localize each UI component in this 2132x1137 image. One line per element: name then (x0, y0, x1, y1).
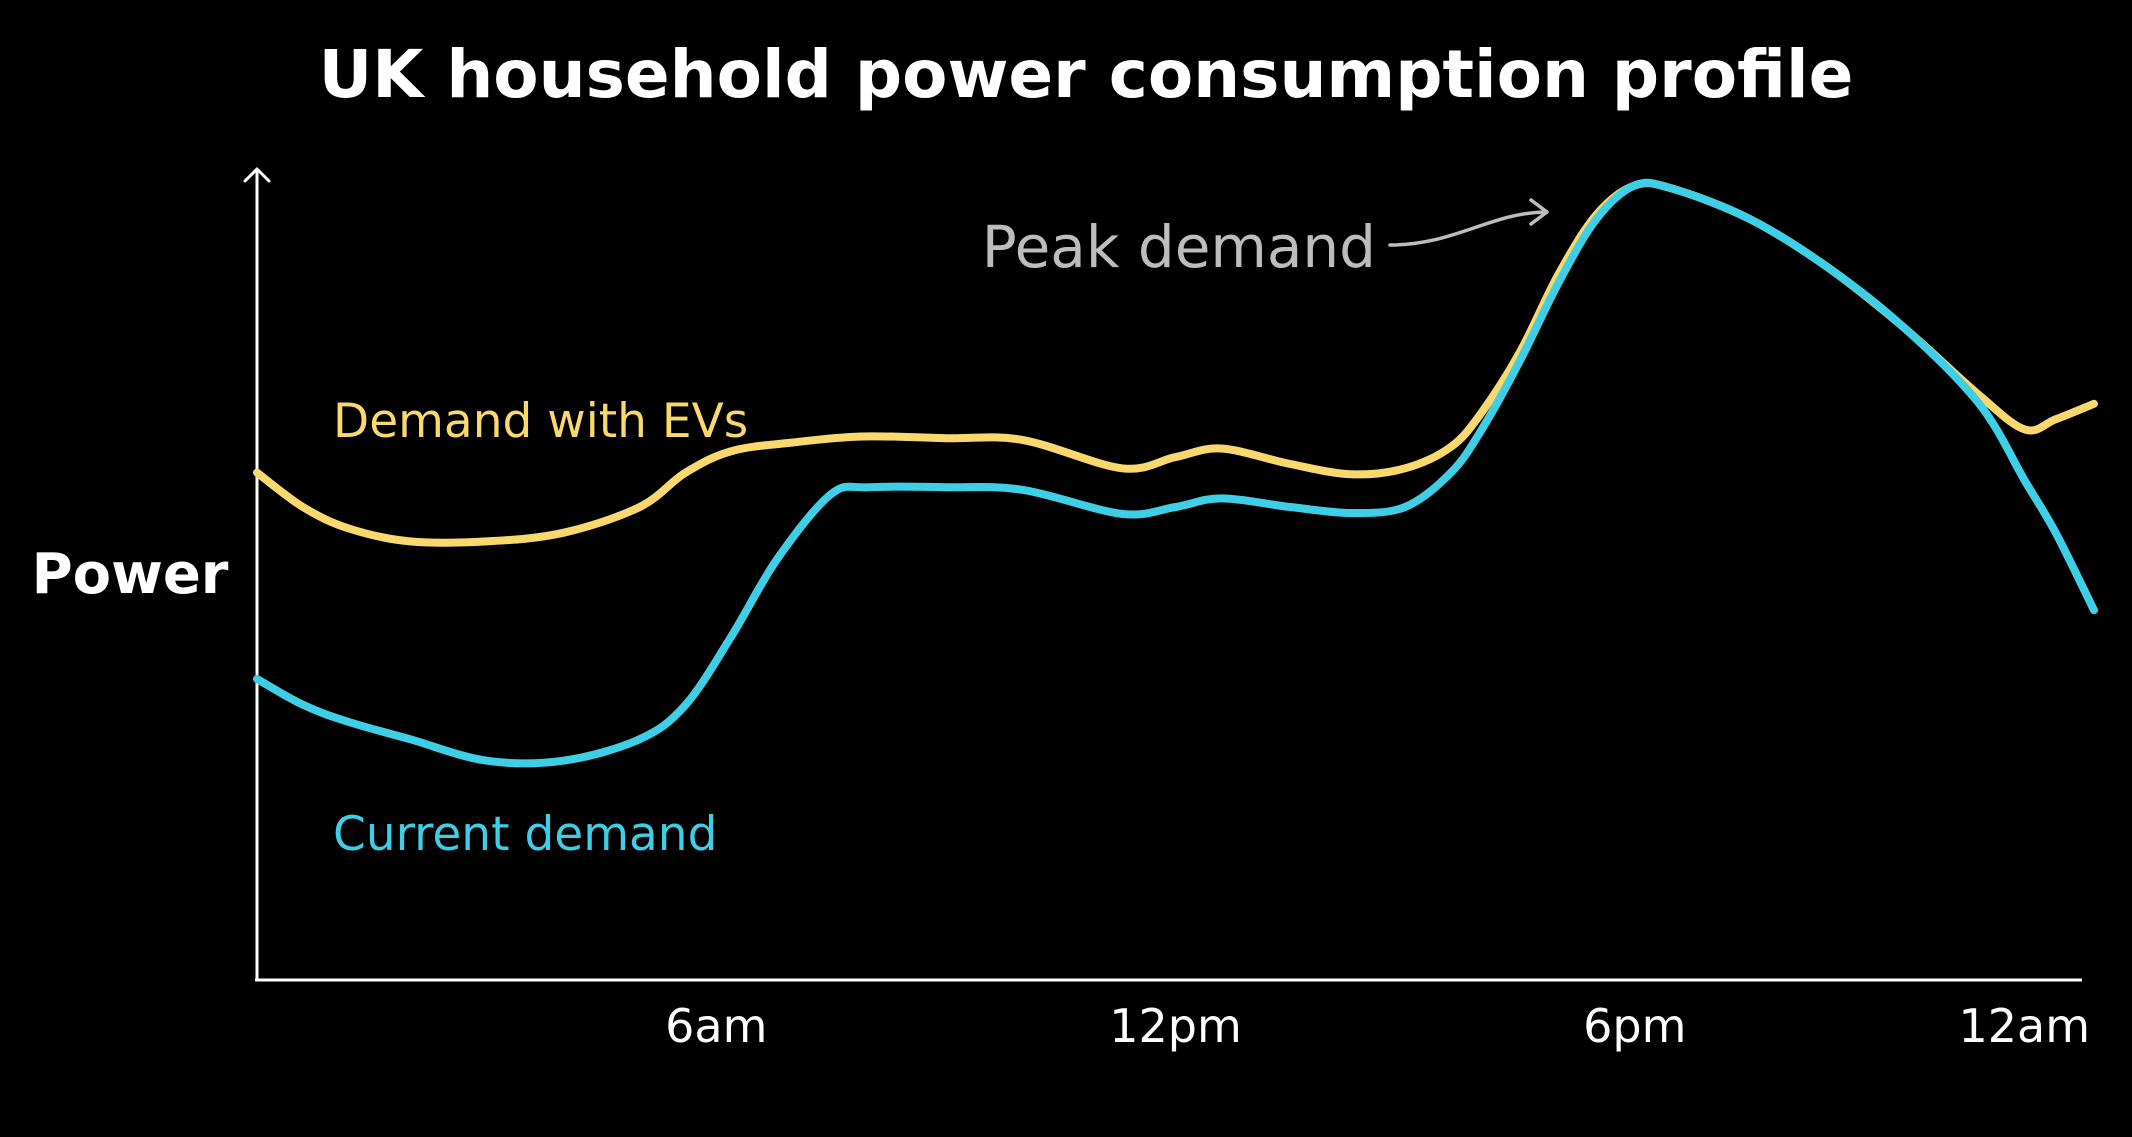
series-lines (253, 178, 2098, 768)
peak-demand-annotation: Peak demand (982, 198, 1549, 281)
x-tick-label-6am: 6am (665, 999, 767, 1053)
x-tick-label-12am: 12am (1958, 999, 2090, 1053)
peak-demand-arrow (1388, 210, 1547, 247)
peak-demand-label: Peak demand (982, 213, 1376, 281)
axes (243, 167, 2082, 982)
y-axis-arrowhead (243, 167, 271, 183)
x-tick-label-6pm: 6pm (1583, 999, 1686, 1053)
y-axis-label: Power (32, 542, 229, 607)
chart-title: UK household power consumption profile (319, 36, 1854, 113)
x-tick-labels: 6am 12pm 6pm 12am (665, 999, 2090, 1053)
series-label-demand-with-evs: Demand with EVs (333, 394, 748, 449)
series-label-current-demand: Current demand (333, 807, 717, 862)
peak-demand-arrowhead (1529, 198, 1549, 226)
x-tick-label-12pm: 12pm (1109, 999, 1242, 1053)
series-line-current-demand (253, 178, 2098, 768)
